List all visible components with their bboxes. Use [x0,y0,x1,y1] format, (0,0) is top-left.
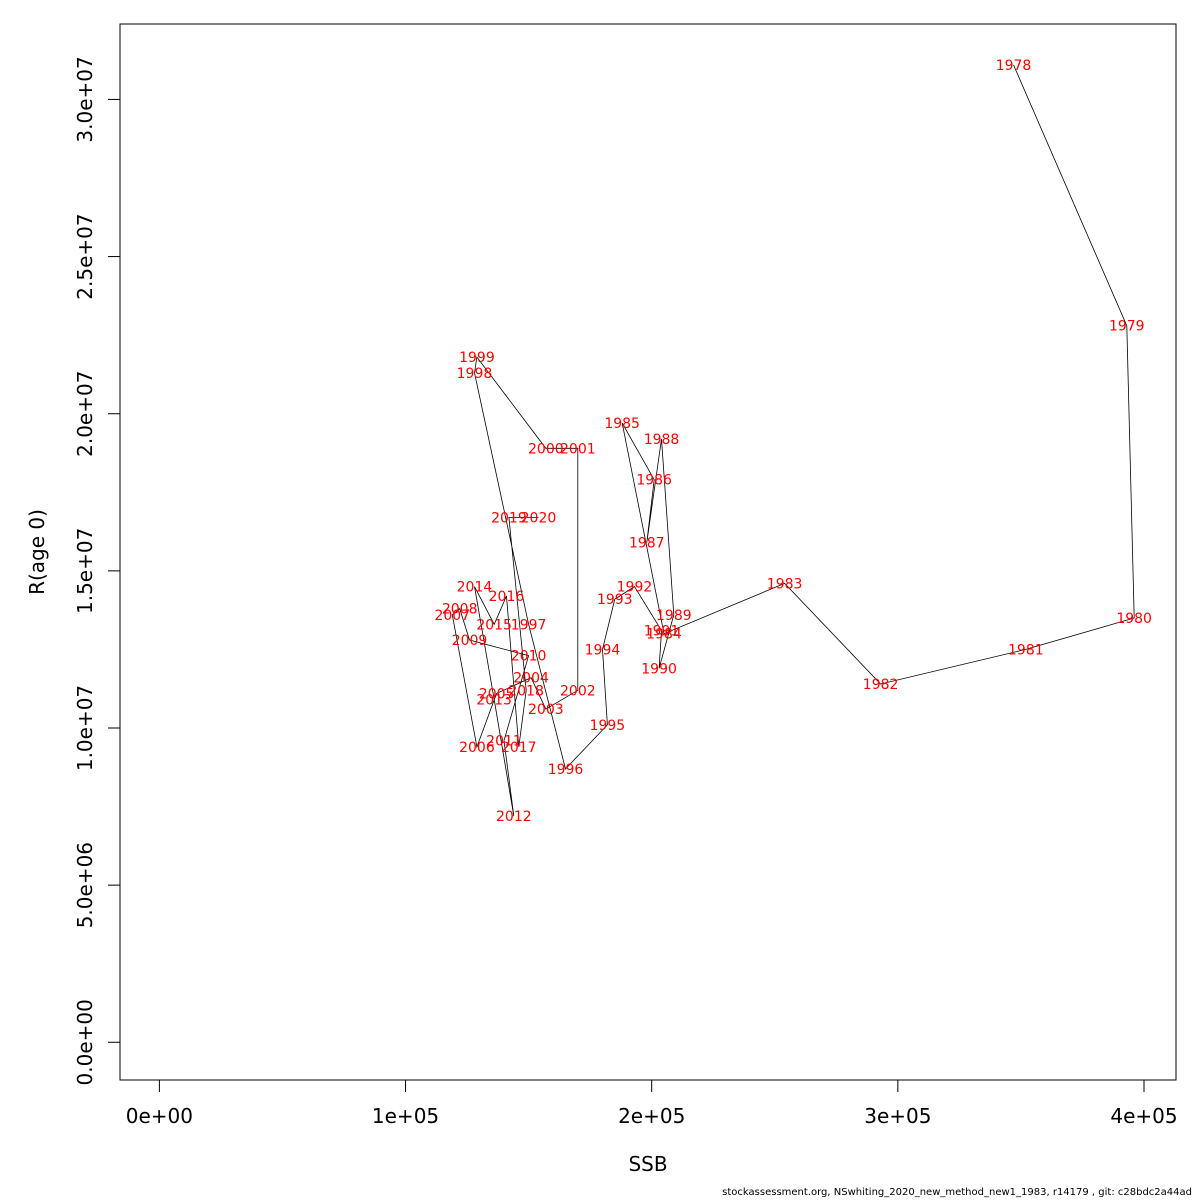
point-label-2002: 2002 [560,683,596,699]
y-tick-label: 2.0e+07 [73,371,97,457]
point-label-2015: 2015 [476,617,512,633]
y-tick-label: 5.0e+06 [73,842,97,928]
point-label-1993: 1993 [597,592,633,608]
point-label-2010: 2010 [511,649,547,665]
point-label-1980: 1980 [1116,611,1152,627]
point-label-2017: 2017 [501,740,537,756]
point-label-2000: 2000 [528,441,564,457]
point-label-1988: 1988 [644,432,680,448]
x-tick-label: 0e+00 [126,1104,193,1128]
point-label-2007: 2007 [434,608,470,624]
point-label-1986: 1986 [636,473,672,489]
sr-trajectory-line [451,64,1135,817]
point-label-1989: 1989 [656,608,692,624]
point-label-1992: 1992 [617,580,653,596]
point-label-1990: 1990 [641,661,677,677]
point-label-1995: 1995 [590,718,626,734]
y-tick-label: 2.5e+07 [73,213,97,299]
y-tick-label: 0.0e+00 [73,999,97,1085]
x-tick-label: 3e+05 [864,1104,931,1128]
y-axis-title: R(age 0) [25,509,49,595]
point-label-1987: 1987 [629,536,665,552]
x-tick-label: 4e+05 [1110,1104,1177,1128]
point-label-1981: 1981 [1008,642,1044,658]
x-tick-label: 1e+05 [372,1104,439,1128]
point-label-1999: 1999 [459,350,495,366]
point-label-1996: 1996 [548,762,584,778]
point-label-2014: 2014 [457,580,493,596]
point-label-2006: 2006 [459,740,495,756]
point-labels: 1978 1979 1980 1981 1982 1983 1984 1985 1986 1987… [434,58,1151,825]
point-label-1998: 1998 [457,366,493,382]
point-label-1984: 1984 [646,627,682,643]
x-axis-title: SSB [628,1152,667,1176]
point-label-1994: 1994 [585,642,621,658]
y-tick-label: 3.0e+07 [73,56,97,142]
point-label-2008: 2008 [442,602,478,618]
y-tick-label: 1.0e+07 [73,685,97,771]
point-label-2003: 2003 [528,702,564,718]
point-label-1978: 1978 [996,58,1032,74]
point-label-2001: 2001 [560,441,596,457]
point-label-2009: 2009 [452,633,488,649]
series-path [451,64,1135,817]
point-label-2011: 2011 [486,734,522,750]
point-label-2019: 2019 [491,510,527,526]
point-label-1985: 1985 [604,416,640,432]
point-label-1983: 1983 [767,576,803,592]
point-label-1991: 1991 [644,624,680,640]
x-tick-label: 2e+05 [618,1104,685,1128]
point-label-2018: 2018 [508,683,544,699]
point-label-2005: 2005 [479,686,515,702]
point-label-2004: 2004 [513,671,549,687]
point-label-2020: 2020 [521,510,557,526]
point-label-2013: 2013 [476,693,512,709]
y-tick-label: 1.5e+07 [73,528,97,614]
footer-credit: stockassessment.org, NSwhiting_2020_new_… [722,1187,1192,1198]
axes: 0e+00 1e+05 2e+05 3e+05 4e+05 0.0e+00 5.0e+06 1… [73,56,1178,1128]
point-label-1979: 1979 [1109,319,1145,335]
point-label-2012: 2012 [496,809,532,825]
point-label-1982: 1982 [863,677,899,693]
point-label-2016: 2016 [489,589,525,605]
point-label-1997: 1997 [511,617,547,633]
